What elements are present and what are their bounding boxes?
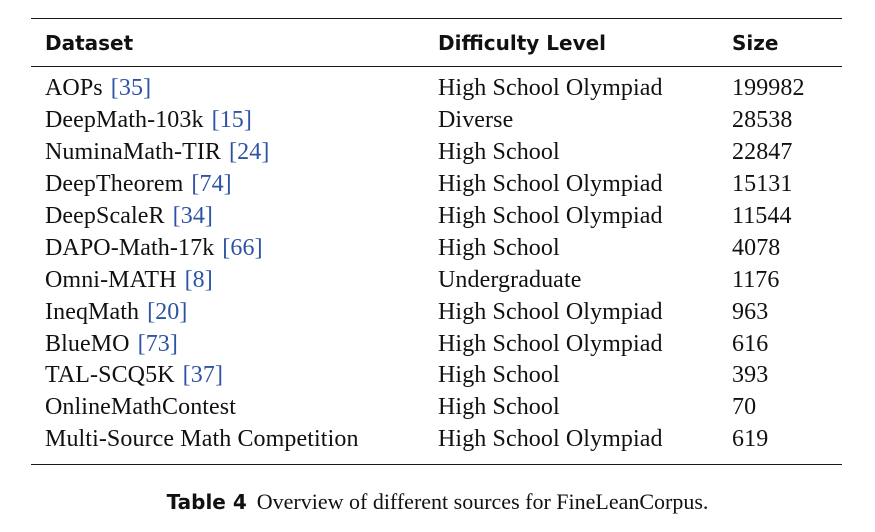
dataset-cell: AOPs [35] [31,75,438,102]
dataset-cell: TAL-SCQ5K [37] [31,362,438,389]
dataset-cell: Multi-Source Math Competition [31,426,438,453]
dataset-cell: DAPO-Math-17k [66] [31,235,438,262]
difficulty-cell: High School [438,234,560,261]
header-size: Size [732,31,779,55]
table-row: DeepMath-103k [15] Diverse 28538 [31,105,842,137]
dataset-name: DeepScaleR [45,203,165,229]
table-row: Multi-Source Math Competition High School… [31,424,842,456]
size-cell: 22847 [732,139,793,166]
table-row: DAPO-Math-17k [66] High School 4078 [31,232,842,264]
citation-number: 20 [155,298,180,325]
citation-number: 34 [180,203,205,229]
citation-number: 35 [118,75,144,102]
dataset-cell: DeepScaleR [34] [31,203,438,230]
table-header-row: Dataset Difficulty Level Size [31,19,842,66]
difficulty-cell: High School Olympiad [438,298,663,325]
dataset-name: NuminaMath-TIR [45,139,222,166]
table-row: BlueMO [73] High School Olympiad 616 [31,328,842,360]
dataset-cell: OnlineMathContest [31,394,438,421]
dataset-cell: DeepMath-103k [15] [31,107,438,134]
caption-text: Overview of different sources for FineLe… [256,489,709,514]
header-dataset: Dataset [45,31,134,55]
dataset-cell: BlueMO [73] [31,331,438,358]
citation-link[interactable]: [34] [172,203,214,229]
difficulty-cell: High School Olympiad [438,330,663,357]
size-cell: 619 [732,426,769,453]
dataset-name: AOPs [45,75,103,102]
size-cell: 1176 [732,266,780,293]
dataset-name: IneqMath [45,298,140,325]
dataset-cell: IneqMath [20] [31,299,438,326]
dataset-name: OnlineMathContest [45,394,237,421]
citation-link[interactable]: [35] [110,75,152,102]
citation-number: 74 [199,171,224,198]
citation-link[interactable]: [15] [211,107,252,134]
table-body: AOPs [35] High School Olympiad 199982 DeepMa… [31,67,842,464]
size-cell: 4078 [732,234,781,261]
table-header-rule [31,66,842,67]
size-cell: 199982 [732,75,805,102]
size-cell: 393 [732,362,769,389]
table-row: Omni-MATH [8] Undergraduate 1176 [31,264,842,296]
table-row: DeepScaleR [34] High School Olympiad 11544 [31,201,842,233]
citation-number: 73 [145,330,170,357]
size-cell: 70 [732,394,757,421]
size-cell: 963 [732,298,769,325]
citation-link[interactable]: [24] [229,139,270,166]
header-difficulty-level: Difficulty Level [438,31,607,55]
citation-number: 8 [192,266,205,293]
difficulty-cell: High School [438,139,560,166]
difficulty-cell: High School Olympiad [438,75,663,102]
table-row: OnlineMathContest High School 70 [31,392,842,424]
citation-link[interactable]: [8] [184,266,213,293]
citation-link[interactable]: [37] [182,362,224,389]
table-bottom-rule [31,463,842,465]
dataset-name: Multi-Source Math Competition [45,426,359,453]
caption-label: Table 4 [166,490,247,514]
table-row: IneqMath [20] High School Olympiad 963 [31,296,842,328]
table-row: AOPs [35] High School Olympiad 199982 [31,73,842,105]
dataset-cell: DeepTheorem [74] [31,171,438,198]
dataset-name: Omni-MATH [45,266,177,293]
table-row: DeepTheorem [74] High School Olympiad 15131 [31,169,842,201]
table-row: TAL-SCQ5K [37] High School 393 [31,360,842,392]
size-cell: 616 [732,330,769,357]
citation-link[interactable]: [20] [147,298,188,325]
size-cell: 11544 [732,203,792,229]
difficulty-cell: Undergraduate [438,266,582,293]
size-cell: 28538 [732,107,793,134]
table-caption: Table 4 Overview of different sources for… [0,489,875,515]
size-cell: 15131 [732,171,793,198]
dataset-name: TAL-SCQ5K [45,362,175,389]
dataset-name: DeepTheorem [45,171,184,198]
citation-link[interactable]: [66] [222,234,263,261]
citation-number: 24 [237,139,262,166]
difficulty-cell: High School [438,362,560,389]
difficulty-cell: High School [438,394,560,421]
dataset-name: DAPO-Math-17k [45,234,215,261]
difficulty-cell: High School Olympiad [438,203,663,229]
difficulty-cell: High School Olympiad [438,426,663,453]
table-top-rule [31,18,842,19]
difficulty-cell: High School Olympiad [438,171,663,198]
citation-link[interactable]: [73] [137,330,178,357]
table-row: NuminaMath-TIR [24] High School 22847 [31,137,842,169]
dataset-cell: Omni-MATH [8] [31,267,438,294]
citation-number: 66 [230,234,255,261]
citation-number: 15 [219,107,244,134]
difficulty-cell: Diverse [438,107,514,134]
citation-number: 37 [190,362,215,389]
dataset-table: Dataset Difficulty Level Size AOPs [35] Hi… [31,18,842,465]
dataset-name: BlueMO [45,330,130,357]
dataset-cell: NuminaMath-TIR [24] [31,139,438,166]
citation-link[interactable]: [74] [191,171,232,198]
dataset-name: DeepMath-103k [45,107,204,134]
